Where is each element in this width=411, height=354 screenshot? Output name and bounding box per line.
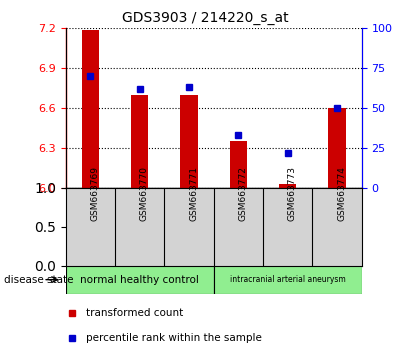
Text: GDS3903 / 214220_s_at: GDS3903 / 214220_s_at [122,11,289,25]
Text: GSM663772: GSM663772 [238,166,247,221]
Text: GSM663773: GSM663773 [288,166,297,221]
Bar [279,184,296,188]
Bar [214,266,362,294]
Bar [180,95,198,188]
Text: GSM663771: GSM663771 [189,166,198,221]
Text: GSM663770: GSM663770 [140,166,149,221]
Text: percentile rank within the sample: percentile rank within the sample [86,333,262,343]
Bar [131,95,148,188]
Bar [230,141,247,188]
Text: GSM663774: GSM663774 [337,166,346,221]
Text: GSM663769: GSM663769 [90,166,99,221]
Text: transformed count: transformed count [86,308,184,318]
Bar [66,266,214,294]
Text: disease state: disease state [4,275,74,285]
Bar [82,30,99,188]
Text: intracranial arterial aneurysm: intracranial arterial aneurysm [230,275,346,284]
Text: normal healthy control: normal healthy control [80,275,199,285]
Bar [328,108,346,188]
